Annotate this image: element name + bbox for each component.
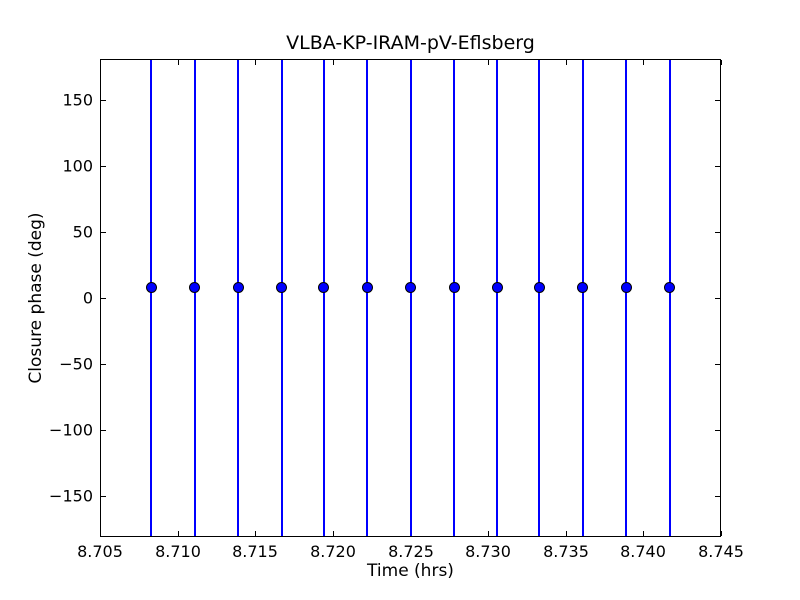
x-tick-label: 8.730 xyxy=(465,542,511,561)
x-axis-tick xyxy=(566,531,567,536)
data-point-marker xyxy=(620,282,632,294)
data-point-marker xyxy=(145,282,157,294)
error-bar xyxy=(280,60,283,536)
data-point-marker xyxy=(664,282,676,294)
error-bar xyxy=(496,60,499,536)
data-point-marker xyxy=(232,282,244,294)
y-tick-label: −150 xyxy=(49,486,93,506)
x-axis-tick xyxy=(643,531,644,536)
x-axis-tick-top xyxy=(566,60,567,65)
data-point-marker xyxy=(577,282,589,294)
y-axis-tick-right xyxy=(715,232,720,233)
y-tick-label: 50 xyxy=(72,222,93,242)
y-axis-tick xyxy=(101,364,106,365)
y-tick-label: 150 xyxy=(62,90,93,110)
error-bar xyxy=(668,60,671,536)
y-axis-tick xyxy=(101,232,106,233)
x-axis-tick xyxy=(411,531,412,536)
y-axis-tick xyxy=(101,100,106,101)
y-tick-label: −100 xyxy=(49,420,93,440)
y-axis-tick-right xyxy=(715,430,720,431)
x-axis-tick-top xyxy=(488,60,489,65)
data-point-marker xyxy=(533,282,545,294)
y-axis-tick xyxy=(101,298,106,299)
error-bar xyxy=(322,60,325,536)
x-tick-label: 8.715 xyxy=(232,542,278,561)
data-point-marker xyxy=(361,282,373,294)
x-axis-tick-top xyxy=(178,60,179,65)
y-tick-label: −50 xyxy=(59,354,93,374)
y-tick-label: 100 xyxy=(62,156,93,176)
x-tick-label: 8.735 xyxy=(543,542,589,561)
error-bar xyxy=(193,60,196,536)
y-axis-tick-right xyxy=(715,496,720,497)
data-point-marker xyxy=(189,282,201,294)
x-axis-tick xyxy=(721,531,722,536)
y-axis-tick xyxy=(101,166,106,167)
error-bar xyxy=(237,60,240,536)
y-tick-label: 0 xyxy=(82,288,93,308)
x-tick-label: 8.710 xyxy=(155,542,201,561)
error-bar xyxy=(625,60,628,536)
x-axis-tick xyxy=(333,531,334,536)
x-axis-tick-top xyxy=(100,60,101,65)
x-axis-tick-top xyxy=(721,60,722,65)
y-axis-tick-right xyxy=(715,364,720,365)
data-point-marker xyxy=(276,282,288,294)
data-point-marker xyxy=(491,282,503,294)
x-axis-tick-top xyxy=(411,60,412,65)
x-tick-label: 8.705 xyxy=(77,542,123,561)
y-axis-tick xyxy=(101,496,106,497)
y-axis-tick-right xyxy=(715,298,720,299)
y-axis-tick xyxy=(101,430,106,431)
x-axis-tick-top xyxy=(255,60,256,65)
error-bar xyxy=(453,60,455,536)
error-bar xyxy=(366,60,368,536)
x-tick-label: 8.725 xyxy=(388,542,434,561)
data-point-marker xyxy=(318,282,330,294)
x-axis-tick-top xyxy=(333,60,334,65)
x-axis-tick-top xyxy=(643,60,644,65)
y-axis-tick-right xyxy=(715,100,720,101)
chart-title: VLBA-KP-IRAM-pV-Eflsberg xyxy=(286,32,535,54)
x-axis-tick xyxy=(488,531,489,536)
error-bar xyxy=(409,60,412,536)
error-bar xyxy=(581,60,584,536)
x-tick-label: 8.745 xyxy=(698,542,744,561)
y-axis-tick-right xyxy=(715,166,720,167)
x-axis-tick xyxy=(255,531,256,536)
error-bar xyxy=(538,60,541,536)
x-tick-label: 8.720 xyxy=(310,542,356,561)
x-axis-tick xyxy=(100,531,101,536)
error-bar xyxy=(150,60,153,536)
x-axis-tick xyxy=(178,531,179,536)
x-axis-label: Time (hrs) xyxy=(367,561,454,581)
data-point-marker xyxy=(405,282,416,294)
data-point-marker xyxy=(448,282,460,294)
x-tick-label: 8.740 xyxy=(620,542,666,561)
